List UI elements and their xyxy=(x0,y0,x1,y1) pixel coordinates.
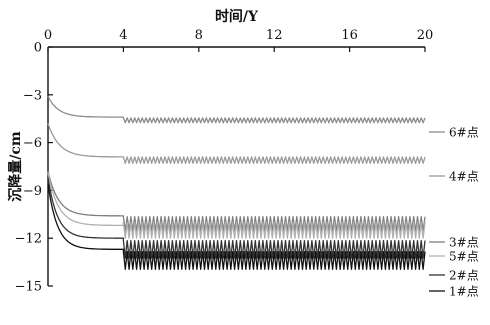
series-label: 2#点 xyxy=(449,269,479,283)
series-label: 6#点 xyxy=(449,126,479,140)
y-tick-label: −3 xyxy=(23,88,42,103)
series-line xyxy=(47,171,426,232)
series-line xyxy=(47,96,426,124)
series-label: 3#点 xyxy=(449,236,479,250)
series-line xyxy=(47,177,426,259)
series-label: 1#点 xyxy=(449,285,479,299)
x-axis-title: 时间/Y xyxy=(215,8,259,25)
x-tick-label: 12 xyxy=(266,28,283,43)
axes xyxy=(47,46,426,287)
series-line xyxy=(47,183,426,270)
y-tick-label: −9 xyxy=(23,184,42,199)
y-tick-label: 0 xyxy=(34,41,42,56)
y-tick-label: −15 xyxy=(15,280,42,295)
labels: 0 4 8 12 16 20 0 −3 −6 −9 −12 −15 时间/Y 沉降量/cm 6#点 4#点 3#… xyxy=(7,8,479,299)
x-tick-label: 4 xyxy=(119,28,127,43)
series-group xyxy=(47,96,426,270)
y-tick-label: −6 xyxy=(23,136,42,151)
x-tick-label: 0 xyxy=(44,28,52,43)
x-tick-label: 8 xyxy=(195,28,203,43)
y-axis-title: 沉降量/cm xyxy=(7,131,24,202)
series-label: 4#点 xyxy=(449,170,479,184)
y-tick-label: −12 xyxy=(15,232,42,247)
x-tick-label: 20 xyxy=(417,28,434,43)
series-line xyxy=(47,123,426,164)
x-tick-label: 16 xyxy=(341,28,358,43)
series-line xyxy=(47,172,426,239)
series-label: 5#点 xyxy=(449,250,479,264)
